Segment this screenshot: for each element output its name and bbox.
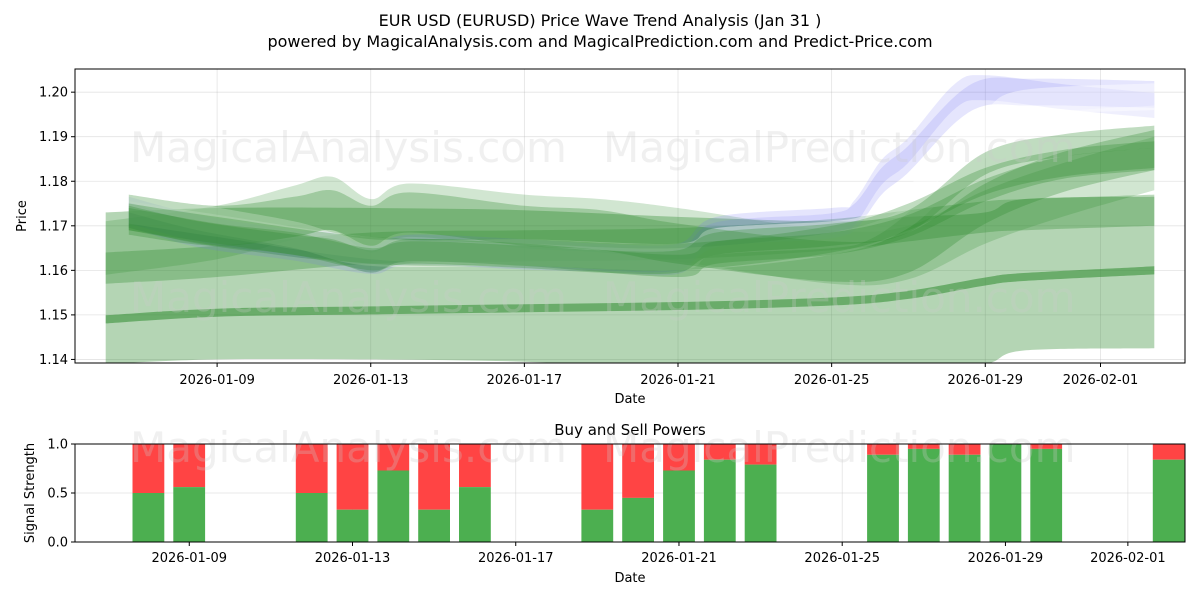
signal-x-ticks: 2026-01-09 2026-01-13 2026-01-17 2026-01-21… — [151, 542, 1166, 566]
signal-y-ticks: 0.0 0.5 1.0 — [47, 438, 75, 551]
price-y-tick-label: 1.19 — [39, 130, 68, 145]
buy-bar — [948, 454, 981, 542]
price-x-axis-label: Date — [614, 392, 645, 407]
price-x-tick-label: 2026-01-17 — [487, 373, 563, 388]
buy-bar — [1152, 459, 1185, 542]
price-y-tick-label: 1.15 — [39, 308, 68, 323]
price-band-blue-wave — [128, 77, 1155, 273]
price-y-tick-label: 1.17 — [39, 219, 68, 234]
price-x-tick-label: 2026-01-21 — [640, 373, 716, 388]
price-band-green-mid-band — [128, 130, 1155, 283]
sell-bar — [173, 444, 206, 488]
buy-bar — [377, 470, 410, 542]
buy-bar — [295, 493, 328, 542]
sell-bar — [703, 444, 736, 460]
sell-bar — [336, 444, 369, 510]
watermark-top-right: MagicalPrediction.com — [603, 123, 1076, 172]
price-x-tick-label: 2026-01-13 — [333, 373, 409, 388]
signal-panel: Buy and Sell Powers MagicalAnalysis.com … — [23, 421, 1186, 586]
sell-bar — [1152, 444, 1185, 460]
sell-bar — [948, 444, 981, 455]
sell-bar — [295, 444, 328, 493]
buy-bar — [744, 464, 777, 542]
watermark-bottom-right: MagicalPrediction.com — [603, 423, 1076, 472]
watermark-mid-right: MagicalPrediction.com — [603, 273, 1076, 322]
signal-x-tick-label: 2026-01-21 — [641, 551, 717, 566]
signal-x-tick-label: 2026-01-13 — [315, 551, 391, 566]
price-y-tick-label: 1.18 — [39, 175, 68, 190]
signal-y-tick-label: 0.0 — [47, 536, 68, 551]
buy-bar — [989, 444, 1022, 542]
sell-bar — [1030, 444, 1063, 449]
watermark-mid-left: MagicalAnalysis.com — [130, 273, 567, 322]
signal-y-axis-label: Signal Strength — [23, 443, 38, 543]
price-grid — [75, 69, 1185, 363]
price-y-axis-label: Price — [15, 200, 30, 232]
signal-y-tick-label: 1.0 — [47, 438, 68, 453]
buy-bar — [1030, 448, 1063, 542]
price-y-tick-label: 1.20 — [39, 86, 68, 101]
price-waves — [105, 75, 1155, 363]
price-x-tick-label: 2026-01-25 — [794, 373, 870, 388]
signal-bars — [132, 444, 1185, 542]
price-y-tick-label: 1.16 — [39, 264, 68, 279]
signal-x-tick-label: 2026-01-17 — [478, 551, 554, 566]
sell-bar — [581, 444, 614, 510]
signal-chart-title: Buy and Sell Powers — [554, 421, 706, 439]
price-band-green-trend-upper — [105, 194, 1155, 284]
price-x-ticks: 2026-01-09 2026-01-13 2026-01-17 2026-01-21… — [179, 363, 1138, 388]
signal-x-axis-label: Date — [614, 571, 645, 586]
buy-bar — [907, 448, 940, 542]
price-wave-group — [105, 75, 1155, 363]
figure-subtitle: powered by MagicalAnalysis.com and Magic… — [267, 32, 932, 51]
price-band-green-wave-3 — [128, 141, 1155, 271]
sell-bar — [867, 444, 899, 455]
price-x-tick-label: 2026-02-01 — [1063, 373, 1139, 388]
buy-bar — [132, 493, 165, 542]
price-plot-frame — [74, 68, 1186, 364]
sell-bar — [377, 444, 410, 471]
sell-bar — [907, 444, 940, 449]
price-x-tick-label: 2026-01-29 — [947, 373, 1023, 388]
buy-bar — [663, 470, 695, 542]
signal-x-tick-label: 2026-02-01 — [1090, 551, 1166, 566]
figure-title: EUR USD (EURUSD) Price Wave Trend Analys… — [379, 11, 822, 30]
price-band-green-trend-lower — [105, 266, 1155, 324]
sell-bar — [663, 444, 695, 471]
price-band-blue-wave-2 — [128, 75, 1155, 276]
sell-bar — [744, 444, 777, 465]
watermark-top-left: MagicalAnalysis.com — [130, 123, 567, 172]
sell-bar — [622, 444, 654, 498]
signal-x-tick-label: 2026-01-29 — [968, 551, 1044, 566]
price-y-ticks: 1.14 1.15 1.16 1.17 1.18 1.19 1.20 — [39, 86, 75, 368]
price-band-green-wide-band — [105, 196, 1155, 363]
signal-x-tick-label: 2026-01-25 — [804, 551, 880, 566]
signal-x-tick-label: 2026-01-09 — [151, 551, 227, 566]
buy-bar — [336, 509, 369, 542]
buy-bar — [418, 509, 450, 542]
buy-bar — [459, 487, 491, 542]
buy-bar — [173, 487, 206, 542]
sell-bar — [418, 444, 450, 510]
buy-bar — [867, 454, 899, 542]
buy-bar — [703, 459, 736, 542]
buy-bar — [622, 497, 654, 542]
watermark-bottom-left: MagicalAnalysis.com — [130, 423, 567, 472]
sell-bar — [459, 444, 491, 488]
price-x-tick-label: 2026-01-09 — [179, 373, 255, 388]
price-band-white-wave-2 — [128, 105, 1155, 271]
sell-bar — [132, 444, 165, 493]
signal-y-tick-label: 0.5 — [47, 487, 68, 502]
price-panel: MagicalAnalysis.com MagicalPrediction.co… — [15, 68, 1186, 407]
price-band-green-upper-wave — [105, 136, 1155, 286]
price-band-white-wave — [128, 83, 1155, 271]
buy-bar — [581, 509, 614, 542]
price-band-green-wave-1 — [128, 125, 1155, 275]
price-y-tick-label: 1.14 — [39, 353, 68, 368]
price-band-green-wave-2 — [128, 147, 1155, 278]
